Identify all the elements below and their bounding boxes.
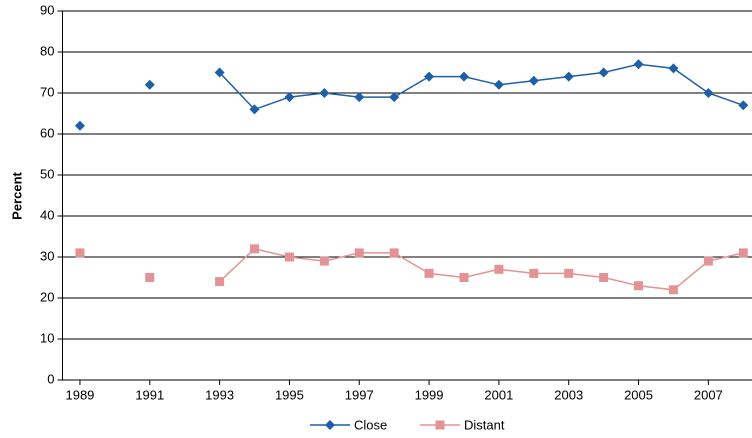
marker <box>633 59 644 70</box>
legend-label: Distant <box>464 417 505 432</box>
x-tick-label: 2007 <box>694 387 723 402</box>
marker <box>249 104 260 115</box>
x-tick-label: 1989 <box>65 387 94 402</box>
marker <box>598 67 609 78</box>
marker <box>354 248 364 258</box>
marker <box>494 264 504 274</box>
x-tick-label: 1993 <box>205 387 234 402</box>
marker <box>319 88 330 98</box>
x-tick-label: 1999 <box>415 387 444 402</box>
marker <box>75 248 85 258</box>
marker <box>599 273 609 282</box>
marker <box>435 420 445 430</box>
x-tick-label: 1991 <box>135 387 164 402</box>
x-tick-label: 1997 <box>345 387 374 402</box>
y-tick-label: 20 <box>40 289 54 304</box>
marker <box>284 252 294 262</box>
series-line <box>219 63 744 111</box>
marker <box>319 256 329 266</box>
series-line <box>219 247 744 291</box>
legend-label: Close <box>354 417 387 432</box>
x-tick-label: 1995 <box>275 387 304 402</box>
marker <box>424 71 435 82</box>
marker <box>145 273 155 282</box>
marker <box>529 268 539 278</box>
marker <box>738 100 749 111</box>
marker <box>564 268 574 278</box>
marker <box>74 120 85 131</box>
marker <box>250 244 260 254</box>
y-tick-label: 0 <box>47 371 54 386</box>
y-tick-label: 80 <box>40 43 54 58</box>
y-axis-label: Percent <box>9 171 24 219</box>
marker <box>634 281 644 291</box>
marker <box>493 79 504 90</box>
marker <box>459 273 469 282</box>
y-tick-label: 30 <box>40 248 54 263</box>
marker <box>354 92 365 103</box>
marker <box>215 277 225 287</box>
y-tick-label: 90 <box>40 2 54 17</box>
marker <box>703 256 713 266</box>
x-tick-label: 2003 <box>554 387 583 402</box>
marker <box>738 248 748 258</box>
marker <box>528 75 539 86</box>
y-tick-label: 60 <box>40 125 54 140</box>
y-tick-label: 40 <box>40 207 54 222</box>
y-tick-label: 50 <box>40 166 54 181</box>
y-tick-label: 70 <box>40 84 54 99</box>
marker <box>703 88 714 98</box>
marker <box>668 285 678 295</box>
marker <box>214 67 225 78</box>
marker <box>284 92 295 103</box>
marker <box>325 420 335 430</box>
marker <box>563 71 574 82</box>
marker <box>389 248 399 258</box>
y-tick-label: 10 <box>40 330 54 345</box>
marker <box>144 79 155 90</box>
marker <box>424 268 434 278</box>
marker <box>458 71 469 82</box>
x-tick-label: 2001 <box>484 387 513 402</box>
x-tick-label: 2005 <box>624 387 653 402</box>
marker <box>389 92 400 103</box>
marker <box>668 63 679 74</box>
